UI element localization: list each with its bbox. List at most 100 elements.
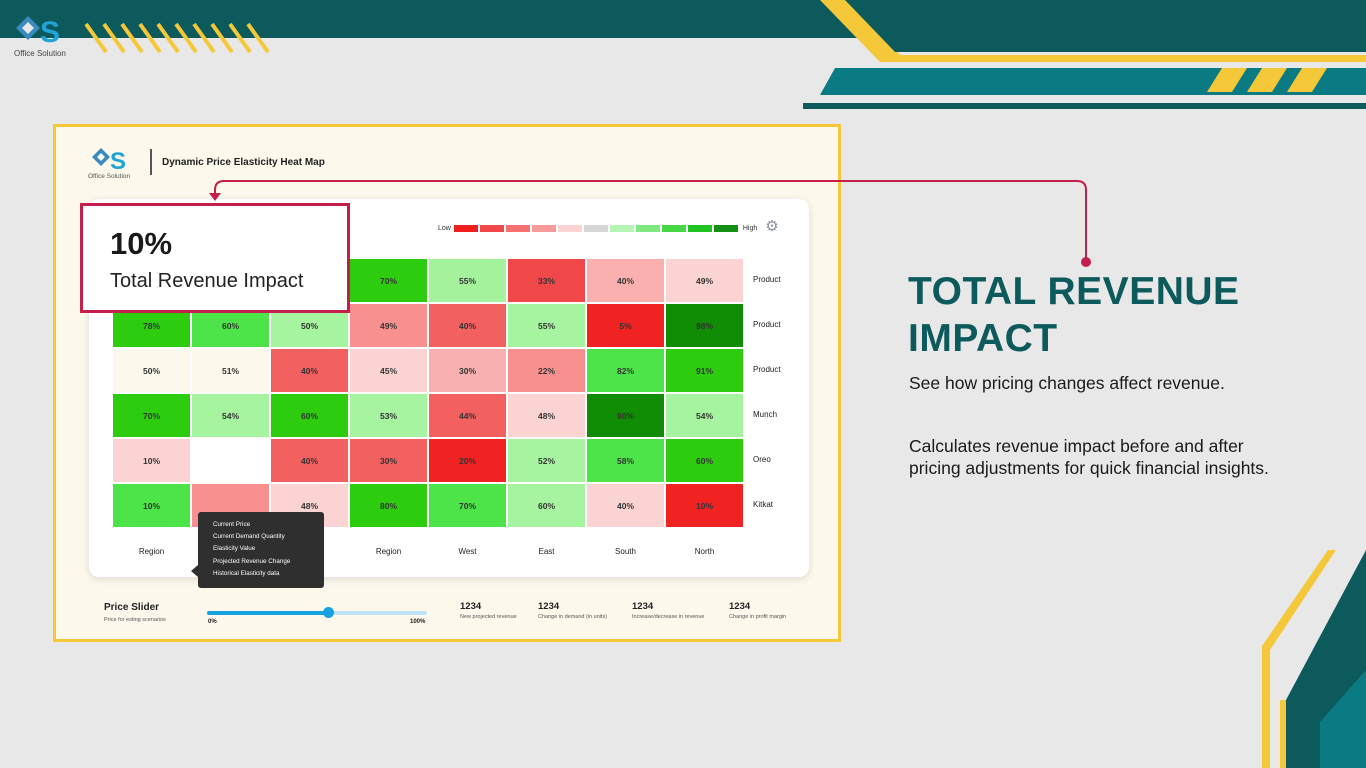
heatmap-cell[interactable]: 70% [429,484,506,527]
heatmap-cell[interactable]: 20% [429,439,506,482]
legend-swatch [583,224,608,232]
brand-caption: Office Solution [14,49,66,58]
heatmap-cell[interactable]: 40% [271,439,348,482]
heatmap-cell[interactable]: 33% [508,259,585,302]
metric-label: New projected revenue [460,614,517,620]
tooltip-line: Current Price [213,521,251,528]
heatmap-cell[interactable]: 91% [666,349,743,392]
heatmap-cell[interactable]: 10% [113,439,190,482]
heatmap-cell[interactable]: 44% [429,394,506,437]
heatmap-cell[interactable]: 58% [587,439,664,482]
heatmap-cell[interactable]: 98% [666,304,743,347]
cell-tooltip: Current Price Current Demand Quantity El… [198,512,324,588]
heatmap-cell[interactable]: 54% [192,394,269,437]
heatmap-cell[interactable]: 60% [271,394,348,437]
heatmap-cell[interactable] [192,439,269,482]
row-label: Product [753,365,781,374]
legend-swatch [661,224,686,232]
legend-swatch [635,224,660,232]
heatmap-cell[interactable]: 49% [350,304,427,347]
heatmap-cell[interactable]: 5% [587,304,664,347]
column-label: West [458,547,477,556]
metric-label: Change in demand (in units) [538,614,608,620]
heatmap-cell[interactable]: 70% [350,259,427,302]
feature-title: TOTAL REVENUE IMPACT [908,270,1240,360]
corner-decoration [1262,550,1366,768]
metric-value: 1234 [729,601,751,612]
tooltip-line: Projected Revenue Change [213,557,291,565]
metric-revenue-change: 1234 Increase/decrease in revenue [632,601,704,620]
heatmap-cell[interactable]: 40% [587,484,664,527]
heatmap-cell[interactable]: 49% [666,259,743,302]
heatmap-cell[interactable]: 54% [666,394,743,437]
metric-value: 1234 [538,601,560,612]
panel-logo-caption: Office Solution [88,173,131,180]
metric-value: 1234 [460,601,482,612]
heatmap-cell[interactable]: 60% [666,439,743,482]
column-label: Region [375,547,402,556]
heatmap-cell[interactable]: 30% [350,439,427,482]
legend-swatch [687,224,712,232]
dashboard-panel: S Office Solution Dynamic Price Elastici… [53,124,841,642]
price-slider-track[interactable] [207,607,427,618]
heatmap-cell[interactable]: 55% [429,259,506,302]
heatmap-cell[interactable]: 48% [508,394,585,437]
legend-swatches [453,224,740,232]
heatmap-cell[interactable]: 40% [587,259,664,302]
heatmap-cell[interactable]: 52% [508,439,585,482]
column-label: North [694,547,715,556]
heatmap-cell[interactable]: 90% [587,394,664,437]
heatmap-cell[interactable]: 82% [587,349,664,392]
heatmap-cell[interactable]: 50% [113,349,190,392]
heatmap-cell[interactable]: 10% [666,484,743,527]
callout-label: Total Revenue Impact [110,270,304,292]
row-label: Kitkat [753,500,774,509]
top-banner-decoration [0,0,1366,109]
price-slider-fill [207,611,328,615]
legend-swatch [557,224,582,232]
settings-gear-icon[interactable]: ⚙ [765,218,779,235]
row-label: Oreo [753,455,771,464]
title-divider [150,149,152,175]
row-label: Munch [753,410,778,419]
svg-text:S: S [110,148,126,175]
legend-high-label: High [742,224,758,232]
heatmap-cell[interactable]: 53% [350,394,427,437]
logo-mark-icon: S [16,16,60,49]
panel-logo: S Office Solution [88,145,140,185]
feature-description-1: See how pricing changes affect revenue. [909,373,1225,393]
heatmap-cell[interactable]: 40% [271,349,348,392]
legend-swatch [609,224,634,232]
metric-label: Change in profit margin [729,614,787,620]
legend-swatch [453,224,478,232]
column-label: East [538,547,555,556]
heatmap-cell[interactable]: 40% [429,304,506,347]
callout-value: 10% [110,226,173,261]
heatmap-cell[interactable]: 30% [429,349,506,392]
tooltip-pointer [191,565,198,577]
legend-low-label: Low [438,224,451,232]
heatmap-card: Low High ⚙ 70% 55% 33% 40% 49% Product 78% 60% 5… [89,199,809,588]
column-label: Region [138,547,165,556]
brand-logo[interactable]: S Office Solution [14,12,74,62]
panel-logo-icon: S [92,148,126,175]
metric-label: Increase/decrease in revenue [632,614,705,620]
metric-profit-margin: 1234 Change in profit margin [729,601,786,620]
column-label: South [615,547,636,556]
panel-title: Dynamic Price Elasticity Heat Map [162,157,325,168]
row-label: Product [753,275,781,284]
legend-swatch [479,224,504,232]
heatmap-cell[interactable]: 51% [192,349,269,392]
heatmap-cell[interactable]: 55% [508,304,585,347]
heatmap-cell[interactable]: 80% [350,484,427,527]
row-label: Product [753,320,781,329]
tooltip-line: Current Demand Quantity [213,533,285,541]
heatmap-cell[interactable]: 60% [508,484,585,527]
heatmap-cell[interactable]: 70% [113,394,190,437]
svg-text:S: S [40,16,60,49]
heatmap-cell[interactable]: 22% [508,349,585,392]
slider-min-label: 0% [208,619,217,625]
price-slider-handle[interactable] [323,607,334,618]
heatmap-cell[interactable]: 10% [113,484,190,527]
heatmap-cell[interactable]: 45% [350,349,427,392]
